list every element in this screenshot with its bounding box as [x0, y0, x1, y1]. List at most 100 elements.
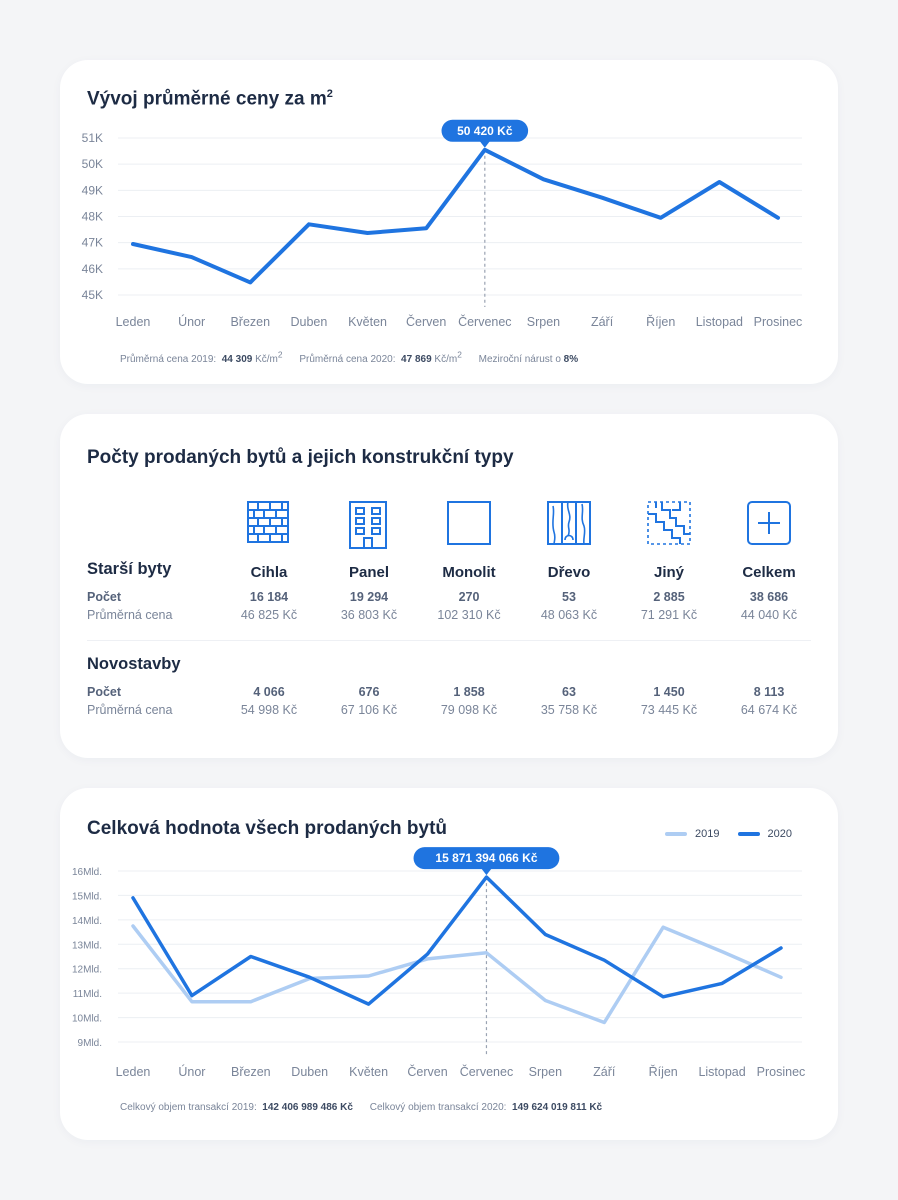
count-cell: 1 450 [653, 685, 685, 699]
section-title: Starší byty [87, 560, 172, 578]
type-column-5: Jiný [609, 500, 729, 581]
price-chart-title: Vývoj průměrné ceny za m2 [87, 88, 333, 110]
total-chart-point[interactable] [601, 1019, 607, 1025]
price-chart-footer: Průměrná cena 2019: 44 309 Kč/m2 Průměrn… [120, 350, 592, 365]
total-chart-x-tick-label: Listopad [698, 1065, 745, 1079]
count-cell: 38 686 [749, 590, 789, 604]
price-cell: 73 445 Kč [640, 703, 698, 717]
section-title: Novostavby [87, 655, 181, 673]
total-chart-point[interactable] [366, 973, 372, 979]
legend-item-2020: 2020 [737, 828, 792, 840]
legend-label-2019: 2019 [695, 828, 720, 840]
price-chart-highlight-value: 50 420 Kč [457, 124, 513, 138]
total-chart-x-tick-label: Duben [291, 1065, 328, 1079]
price-chart-point[interactable] [189, 254, 195, 260]
total-volume-2020: Celkový objem transakcí 2020: 149 624 01… [369, 1102, 603, 1113]
legend-swatch-2020 [737, 832, 760, 836]
price-chart-y-tick-label: 50K [82, 157, 103, 171]
legend-label-2020: 2020 [767, 828, 792, 840]
count-cell: 63 [562, 685, 576, 699]
price-chart-point[interactable] [130, 241, 136, 247]
total-value-footer: Celkový objem transakcí 2019: 142 406 98… [120, 1102, 616, 1113]
total-chart-highlight-tooltip: 15 871 394 066 Kč [413, 847, 560, 876]
total-chart-x-tick-label: Prosinec [757, 1065, 806, 1079]
total-chart-x-tick-label: Květen [349, 1065, 388, 1079]
type-name: Jiný [653, 564, 684, 581]
price-chart-point[interactable] [306, 221, 312, 227]
price-chart-point[interactable] [716, 179, 722, 185]
price-chart-y-tick-label: 49K [82, 183, 103, 197]
total-chart-y-tick-label: 14Mld. [72, 916, 102, 927]
total-chart-x-tick-label: Červenec [460, 1064, 514, 1079]
type-column-1: Cihla [209, 500, 329, 581]
type-name: Dřevo [547, 564, 591, 581]
avg-price-2019: Průměrná cena 2019: 44 309 Kč/m2 [120, 350, 283, 366]
total-chart-x-tick-label: Únor [178, 1064, 205, 1079]
total-chart-point[interactable] [601, 957, 607, 963]
total-chart-point[interactable] [248, 999, 254, 1005]
total-chart-x-tick-label: Říjen [649, 1064, 678, 1079]
total-chart-series-line-2019 [131, 924, 783, 1025]
total-chart-point[interactable] [189, 999, 195, 1005]
price-chart-x-tick-label: Září [591, 315, 614, 329]
total-chart-point[interactable] [660, 924, 666, 930]
total-value-title: Celková hodnota všech prodaných bytů [87, 818, 448, 839]
total-chart-point[interactable] [425, 951, 431, 957]
type-column-2: Panel [309, 500, 429, 581]
total-chart-y-tick-label: 16Mld. [72, 867, 102, 878]
total-chart-point[interactable] [366, 1001, 372, 1007]
count-cell: 270 [458, 590, 480, 604]
price-chart-title-sup: 2 [326, 88, 333, 100]
price-chart-x-tick-label: Leden [116, 315, 151, 329]
price-chart-highlight-tooltip: 50 420 Kč [441, 119, 529, 148]
price-chart-y-tick-label: 46K [82, 262, 103, 276]
price-chart-x-tick-label: Duben [290, 315, 327, 329]
total-chart-y-tick-label: 13Mld. [72, 940, 102, 951]
count-cell: 4 066 [253, 685, 285, 699]
price-chart-point[interactable] [775, 215, 781, 221]
price-chart-x-tick-label: Říjen [646, 314, 675, 329]
total-chart-point[interactable] [542, 997, 548, 1003]
count-cell: 1 858 [453, 685, 485, 699]
price-row-label: Průměrná cena [87, 608, 173, 622]
legend-swatch-2019 [665, 832, 688, 836]
price-chart-y-tick-label: 47K [82, 236, 103, 250]
count-row-label: Počet [87, 685, 122, 699]
price-chart-x-tick-label: Červenec [458, 314, 512, 329]
total-chart-point[interactable] [483, 950, 489, 956]
total-chart-point[interactable] [307, 974, 313, 980]
price-chart-point[interactable] [540, 176, 546, 182]
price-chart-point[interactable] [658, 215, 664, 221]
chart-legend: 2019 2020 [665, 828, 792, 840]
price-cell: 67 106 Kč [340, 703, 398, 717]
total-chart-point[interactable] [542, 932, 548, 938]
total-chart-point[interactable] [130, 923, 136, 929]
total-chart-point[interactable] [719, 949, 725, 955]
count-cell: 53 [562, 590, 576, 604]
total-chart-point[interactable] [248, 954, 254, 960]
total-chart-point[interactable] [189, 993, 195, 999]
price-cell: 54 998 Kč [240, 703, 298, 717]
price-chart-point[interactable] [247, 279, 253, 285]
price-chart-x-tick-label: Srpen [527, 315, 560, 329]
price-per-m2-card: Vývoj průměrné ceny za m2 45K 46K 47K 48K 49… [60, 60, 838, 384]
price-chart-point[interactable] [365, 230, 371, 236]
total-chart-point[interactable] [778, 974, 784, 980]
total-chart-point[interactable] [719, 980, 725, 986]
total-chart-point[interactable] [778, 945, 784, 951]
price-chart-point[interactable] [599, 195, 605, 201]
total-chart-x-tick-label: Leden [116, 1065, 151, 1079]
total-chart-point[interactable] [130, 895, 136, 901]
price-chart-point[interactable] [423, 225, 429, 231]
type-column-6: Celkem [709, 500, 829, 581]
total-chart-x-tick-label: Červen [407, 1064, 447, 1079]
type-name: Monolit [442, 564, 496, 581]
total-chart-highlight-value: 15 871 394 066 Kč [435, 851, 537, 865]
total-chart-point[interactable] [660, 994, 666, 1000]
price-cell: 102 310 Kč [437, 608, 501, 622]
type-column-3: Monolit [409, 500, 529, 581]
total-chart-x-tick-label: Září [593, 1065, 616, 1079]
type-name: Cihla [250, 564, 288, 581]
price-cell: 35 758 Kč [540, 703, 598, 717]
count-row-label: Počet [87, 590, 122, 604]
